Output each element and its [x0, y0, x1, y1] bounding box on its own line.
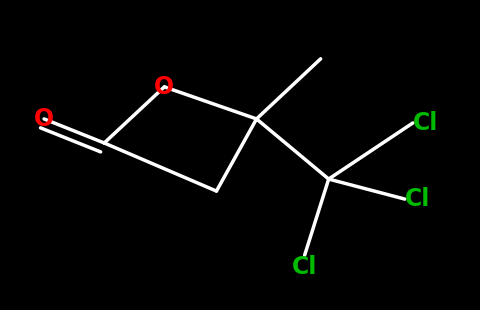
Text: Cl: Cl — [404, 187, 429, 211]
Text: O: O — [34, 107, 54, 131]
Text: O: O — [154, 75, 174, 99]
Text: Cl: Cl — [291, 255, 317, 279]
Text: Cl: Cl — [412, 111, 437, 135]
